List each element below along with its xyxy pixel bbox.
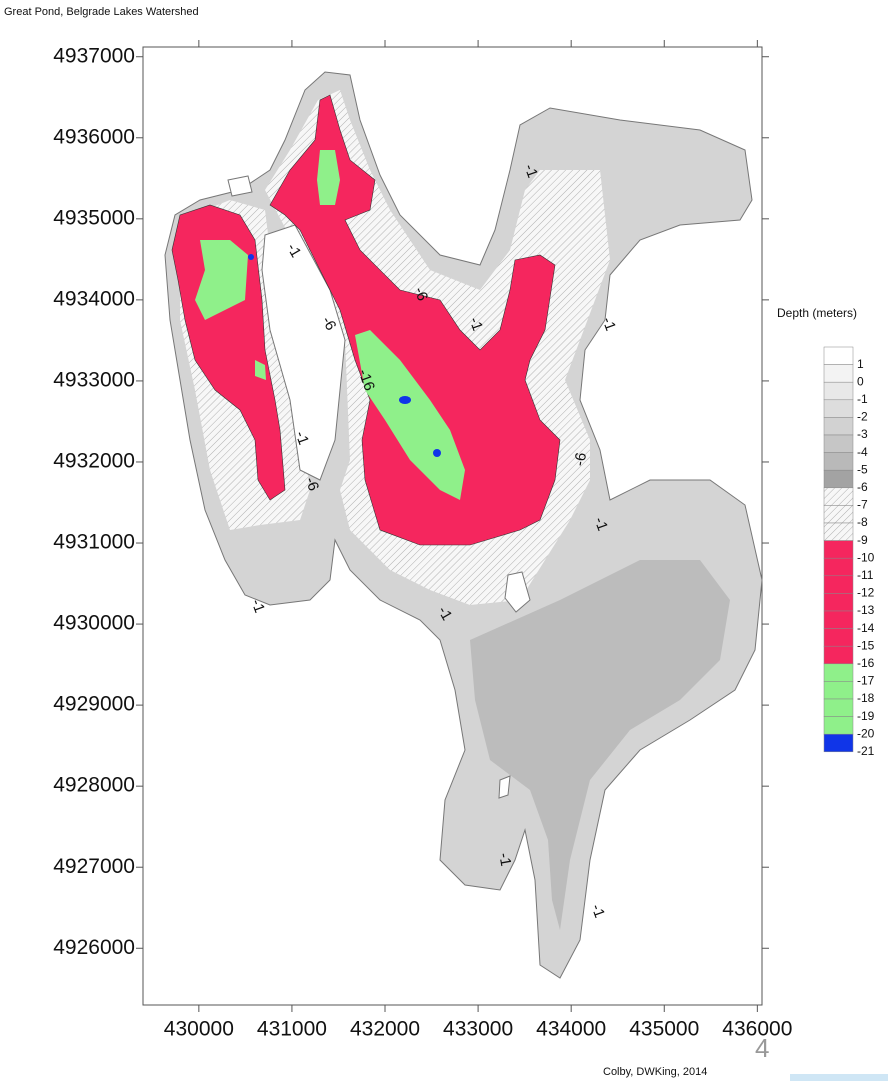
legend-title: Depth (meters) bbox=[777, 306, 857, 320]
deepest-spot bbox=[399, 396, 411, 404]
y-tick-label: 4929000 bbox=[53, 693, 135, 716]
map-title: Great Pond, Belgrade Lakes Watershed bbox=[4, 6, 199, 18]
island bbox=[499, 776, 510, 798]
legend-label: -11 bbox=[857, 568, 874, 582]
legend-band bbox=[824, 681, 853, 699]
legend-label: -21 bbox=[857, 744, 875, 758]
legend-label: -1 bbox=[857, 392, 868, 406]
y-tick-label: 4932000 bbox=[53, 450, 135, 473]
x-tick-label: 435000 bbox=[629, 1018, 699, 1041]
legend-band bbox=[824, 453, 853, 471]
x-tick-label: 432000 bbox=[350, 1018, 420, 1041]
y-tick-label: 4928000 bbox=[53, 774, 135, 797]
x-tick-label: 430000 bbox=[164, 1018, 234, 1041]
y-tick-label: 4933000 bbox=[53, 368, 135, 391]
legend-label: -10 bbox=[857, 550, 875, 564]
legend-label: -2 bbox=[857, 410, 868, 424]
page: Great Pond, Belgrade Lakes Watershed -1 … bbox=[0, 0, 888, 1081]
map-figure: Great Pond, Belgrade Lakes Watershed -1 … bbox=[0, 0, 888, 1081]
legend-label: -12 bbox=[857, 586, 875, 600]
y-tick-label: 4930000 bbox=[53, 612, 135, 635]
legend-band bbox=[824, 435, 853, 453]
y-tick-label: 4936000 bbox=[53, 125, 135, 148]
legend-label: -3 bbox=[857, 427, 868, 441]
legend-band bbox=[824, 646, 853, 664]
deepest-spot bbox=[248, 254, 254, 260]
legend-label: -5 bbox=[857, 462, 868, 476]
legend-band bbox=[824, 734, 853, 752]
legend-band bbox=[824, 470, 853, 488]
legend-band bbox=[824, 558, 853, 576]
y-tick-label: 4934000 bbox=[53, 287, 135, 310]
legend-band bbox=[824, 699, 853, 717]
legend-band bbox=[824, 523, 853, 541]
legend-band bbox=[824, 593, 853, 611]
legend-band bbox=[824, 664, 853, 682]
legend-label: -20 bbox=[857, 726, 875, 740]
legend-band bbox=[824, 541, 853, 559]
legend-label: -4 bbox=[857, 445, 868, 459]
x-tick-label: 433000 bbox=[443, 1018, 513, 1041]
legend-band bbox=[824, 365, 853, 383]
x-tick-label: 431000 bbox=[257, 1018, 327, 1041]
decoration-bar bbox=[790, 1074, 888, 1081]
x-tick-label: 436000 bbox=[722, 1018, 792, 1041]
legend-band bbox=[824, 611, 853, 629]
y-tick-label: 4931000 bbox=[53, 531, 135, 554]
legend-label: -9 bbox=[857, 533, 868, 547]
y-tick-label: 4935000 bbox=[53, 206, 135, 229]
legend-label: 0 bbox=[857, 374, 864, 388]
legend-label: -14 bbox=[857, 621, 875, 635]
legend-band bbox=[824, 717, 853, 735]
y-tick-label: 4927000 bbox=[53, 855, 135, 878]
legend-band bbox=[824, 400, 853, 418]
legend-label: -19 bbox=[857, 709, 875, 723]
legend-band bbox=[824, 629, 853, 647]
legend-band bbox=[824, 347, 853, 365]
legend-band bbox=[824, 488, 853, 506]
legend-label: -7 bbox=[857, 498, 868, 512]
legend-label: -17 bbox=[857, 674, 875, 688]
legend-label: -13 bbox=[857, 603, 875, 617]
y-tick-label: 4926000 bbox=[53, 936, 135, 959]
legend-band bbox=[824, 417, 853, 435]
legend-label: -8 bbox=[857, 515, 868, 529]
legend-label: -18 bbox=[857, 691, 875, 705]
legend-label: -15 bbox=[857, 638, 875, 652]
legend-label: 1 bbox=[857, 357, 864, 371]
legend-band bbox=[824, 576, 853, 594]
legend-band bbox=[824, 505, 853, 523]
legend-band bbox=[824, 382, 853, 400]
legend-label: -6 bbox=[857, 480, 868, 494]
y-tick-label: 4937000 bbox=[53, 44, 135, 67]
island bbox=[228, 176, 252, 196]
credit: Colby, DWKing, 2014 bbox=[603, 1066, 707, 1078]
legend-label: -16 bbox=[857, 656, 875, 670]
x-tick-label: 434000 bbox=[536, 1018, 606, 1041]
deepest-spot bbox=[433, 449, 441, 457]
